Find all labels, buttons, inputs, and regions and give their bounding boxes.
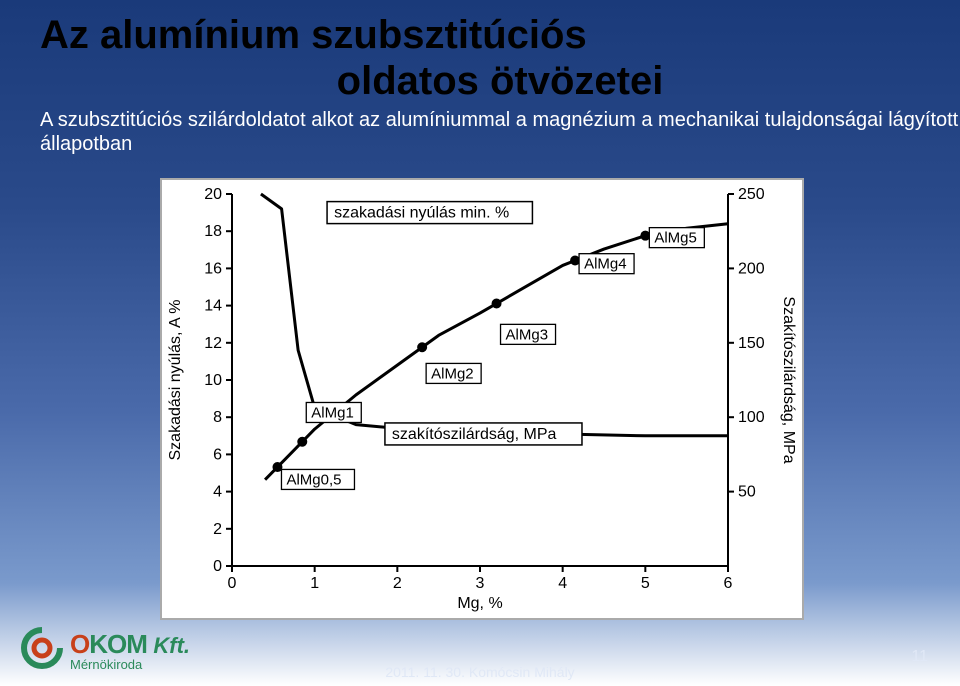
svg-text:18: 18 [204,223,222,240]
chart-svg: 0123456Mg, %02468101214161820Szakadási n… [162,180,798,614]
svg-text:200: 200 [738,260,765,277]
svg-text:0: 0 [228,575,237,592]
svg-text:12: 12 [204,335,222,352]
svg-text:150: 150 [738,335,765,352]
logo-suffix: Kft. [153,633,190,658]
svg-text:AlMg0,5: AlMg0,5 [286,471,341,488]
svg-text:AlMg3: AlMg3 [506,326,549,343]
svg-text:AlMg4: AlMg4 [584,256,627,273]
svg-text:1: 1 [310,575,319,592]
svg-text:szakítószilárdság, MPa: szakítószilárdság, MPa [392,426,557,443]
footer-text: 2011. 11. 30. Komócsin Mihály [0,664,960,680]
title-line-1: Az alumínium szubsztitúciós [40,13,587,57]
svg-text:250: 250 [738,186,765,203]
svg-text:AlMg5: AlMg5 [654,230,697,247]
svg-text:AlMg2: AlMg2 [431,365,474,382]
svg-text:0: 0 [213,558,222,575]
svg-text:50: 50 [738,484,756,501]
svg-text:10: 10 [204,372,222,389]
svg-text:20: 20 [204,186,222,203]
svg-text:4: 4 [213,484,222,501]
svg-text:14: 14 [204,298,222,315]
slide-subtitle: A szubsztitúciós szilárdoldatot alkot az… [0,104,960,156]
svg-text:AlMg1: AlMg1 [311,404,354,421]
svg-text:Szakítószilárdság, MPa: Szakítószilárdság, MPa [780,296,797,463]
chart-container: 0123456Mg, %02468101214161820Szakadási n… [160,178,804,620]
page-number: 11 [911,648,928,666]
svg-text:szakadási nyúlás min. %: szakadási nyúlás min. % [334,205,509,222]
svg-text:6: 6 [213,446,222,463]
svg-text:6: 6 [724,575,733,592]
title-line-2: oldatos ötvözetei [40,58,960,104]
svg-text:4: 4 [558,575,567,592]
svg-text:8: 8 [213,409,222,426]
svg-text:16: 16 [204,260,222,277]
logo-brand-rest: KOM [89,629,147,659]
slide-title: Az alumínium szubsztitúciós oldatos ötvö… [0,0,960,104]
svg-text:100: 100 [738,409,765,426]
svg-text:Mg, %: Mg, % [457,595,502,612]
svg-text:3: 3 [476,575,485,592]
svg-text:2: 2 [213,521,222,538]
svg-text:2: 2 [393,575,402,592]
svg-text:Szakadási nyúlás, A %: Szakadási nyúlás, A % [167,300,184,461]
svg-text:5: 5 [641,575,650,592]
logo-o: O [70,629,89,659]
